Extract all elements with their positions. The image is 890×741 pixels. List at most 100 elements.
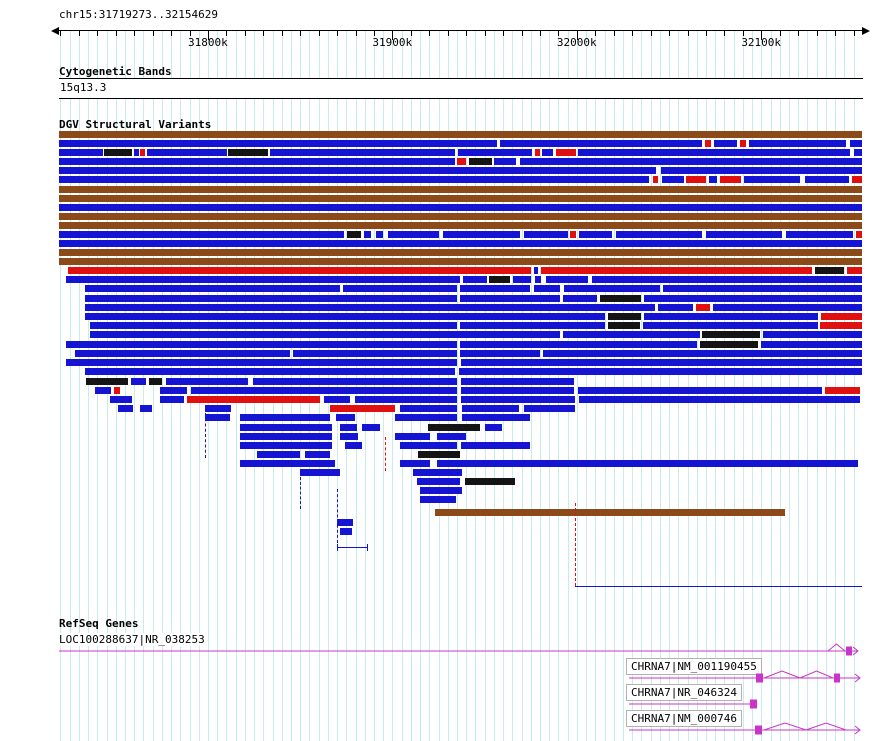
- variant-bar[interactable]: [90, 322, 457, 329]
- variant-bar[interactable]: [513, 276, 531, 283]
- variant-bar[interactable]: [59, 140, 497, 147]
- variant-bar[interactable]: [59, 131, 862, 138]
- variant-bar[interactable]: [600, 295, 641, 302]
- variant-bar[interactable]: [489, 276, 510, 283]
- gene-structure[interactable]: [0, 641, 890, 661]
- variant-bar[interactable]: [90, 331, 560, 338]
- variant-bar[interactable]: [856, 231, 862, 238]
- variant-bar[interactable]: [461, 387, 574, 394]
- variant-bar[interactable]: [578, 149, 850, 156]
- variant-bar[interactable]: [663, 285, 862, 292]
- variant-bar[interactable]: [400, 460, 430, 467]
- variant-bar[interactable]: [166, 378, 248, 385]
- variant-bar[interactable]: [686, 176, 706, 183]
- variant-bar[interactable]: [706, 231, 782, 238]
- variant-bar[interactable]: [187, 396, 320, 403]
- variant-bar[interactable]: [460, 295, 560, 302]
- variant-bar[interactable]: [418, 451, 460, 458]
- variant-bar[interactable]: [420, 487, 462, 494]
- variant-bar[interactable]: [705, 140, 711, 147]
- variant-bar[interactable]: [713, 304, 862, 311]
- variant-bar[interactable]: [140, 149, 145, 156]
- variant-bar[interactable]: [460, 285, 530, 292]
- variant-bar[interactable]: [520, 158, 862, 165]
- variant-bar[interactable]: [786, 231, 853, 238]
- variant-bar[interactable]: [658, 304, 693, 311]
- variant-bar[interactable]: [563, 331, 700, 338]
- variant-bar[interactable]: [709, 176, 717, 183]
- variant-bar[interactable]: [485, 424, 502, 431]
- variant-bar[interactable]: [59, 204, 862, 211]
- variant-bar[interactable]: [461, 378, 574, 385]
- variant-bar[interactable]: [362, 424, 380, 431]
- variant-bar[interactable]: [524, 231, 568, 238]
- variant-bar[interactable]: [59, 149, 103, 156]
- variant-bar[interactable]: [149, 378, 162, 385]
- variant-breakpoint-dash[interactable]: [385, 437, 386, 471]
- variant-bar[interactable]: [95, 387, 111, 394]
- variant-bar[interactable]: [437, 460, 858, 467]
- variant-bar[interactable]: [66, 341, 457, 348]
- variant-bar[interactable]: [854, 149, 862, 156]
- variant-bar[interactable]: [240, 414, 330, 421]
- variant-bar[interactable]: [240, 460, 335, 467]
- variant-bar[interactable]: [462, 405, 519, 412]
- variant-bar[interactable]: [643, 322, 818, 329]
- gene-label[interactable]: CHRNA7|NM_001190455: [626, 658, 762, 675]
- variant-bar[interactable]: [343, 285, 457, 292]
- variant-bar[interactable]: [653, 176, 658, 183]
- variant-bar[interactable]: [579, 231, 612, 238]
- variant-bar[interactable]: [388, 231, 439, 238]
- variant-breakpoint-dash[interactable]: [300, 477, 301, 509]
- variant-bar[interactable]: [114, 387, 120, 394]
- variant-bar[interactable]: [118, 405, 133, 412]
- variant-bar[interactable]: [535, 149, 540, 156]
- gene-structure[interactable]: [0, 694, 890, 714]
- variant-bar[interactable]: [400, 405, 457, 412]
- variant-bar[interactable]: [714, 140, 737, 147]
- variant-bar[interactable]: [644, 313, 818, 320]
- variant-bar[interactable]: [66, 276, 460, 283]
- variant-bar[interactable]: [355, 396, 457, 403]
- variant-bar[interactable]: [305, 451, 330, 458]
- variant-bar[interactable]: [461, 442, 530, 449]
- variant-bar[interactable]: [820, 322, 862, 329]
- variant-bar[interactable]: [460, 322, 605, 329]
- variant-bar[interactable]: [437, 433, 466, 440]
- variant-whisker-line[interactable]: [337, 547, 367, 548]
- variant-bar[interactable]: [535, 276, 541, 283]
- variant-breakpoint-dash[interactable]: [205, 413, 206, 458]
- variant-bar[interactable]: [240, 424, 332, 431]
- variant-bar[interactable]: [240, 433, 332, 440]
- variant-bar[interactable]: [160, 387, 187, 394]
- variant-bar[interactable]: [457, 158, 466, 165]
- variant-bar[interactable]: [570, 231, 576, 238]
- variant-bar[interactable]: [435, 509, 785, 516]
- variant-bar[interactable]: [59, 249, 862, 256]
- variant-bar[interactable]: [140, 405, 152, 412]
- variant-bar[interactable]: [240, 442, 332, 449]
- variant-bar[interactable]: [815, 267, 844, 274]
- variant-bar[interactable]: [340, 528, 352, 535]
- variant-bar[interactable]: [104, 149, 132, 156]
- gene-structure[interactable]: [0, 720, 890, 740]
- variant-bar[interactable]: [578, 387, 822, 394]
- gene-label[interactable]: LOC100288637|NR_038253: [59, 633, 205, 646]
- variant-bar[interactable]: [461, 359, 862, 366]
- variant-bar[interactable]: [579, 396, 860, 403]
- variant-bar[interactable]: [59, 213, 862, 220]
- variant-bar[interactable]: [59, 222, 862, 229]
- variant-bar[interactable]: [740, 140, 746, 147]
- variant-bar[interactable]: [417, 478, 460, 485]
- variant-bar[interactable]: [205, 414, 230, 421]
- variant-bar[interactable]: [821, 313, 862, 320]
- variant-bar[interactable]: [75, 350, 290, 357]
- variant-bar[interactable]: [460, 341, 697, 348]
- variant-breakpoint-dash[interactable]: [575, 503, 576, 586]
- variant-bar[interactable]: [534, 267, 538, 274]
- variant-bar[interactable]: [465, 478, 515, 485]
- variant-bar[interactable]: [556, 149, 576, 156]
- variant-bar[interactable]: [131, 378, 146, 385]
- variant-bar[interactable]: [534, 285, 560, 292]
